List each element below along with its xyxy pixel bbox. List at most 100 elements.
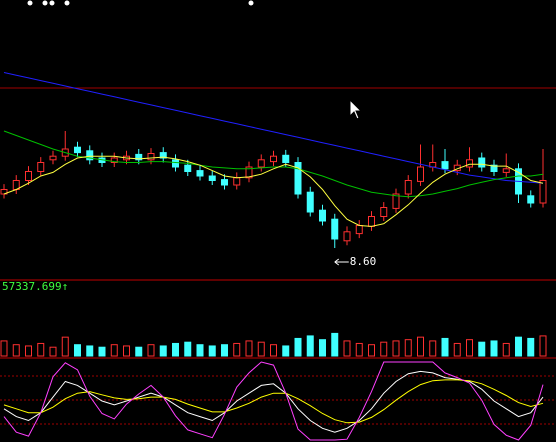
volume-bar (478, 341, 486, 357)
candle-body (135, 153, 143, 161)
volume-bar (453, 342, 461, 357)
volume-bar (380, 341, 388, 357)
candle-body (294, 162, 302, 195)
candle-body (368, 216, 375, 227)
candle-body (392, 193, 400, 209)
volume-bar (466, 339, 473, 357)
candle-body (355, 225, 363, 235)
volume-bar (502, 342, 510, 357)
candle-body (306, 191, 314, 213)
markers (27, 0, 254, 6)
candle-body (233, 177, 241, 186)
volume-bar (110, 344, 118, 357)
candle-body (527, 195, 535, 204)
star-icon (49, 0, 55, 6)
line-series (3, 72, 544, 184)
candle-body (196, 170, 204, 177)
candle-body (502, 168, 510, 173)
volume-bar (245, 340, 253, 357)
candle-body (270, 155, 277, 163)
star-icon (42, 0, 48, 6)
candle-body (37, 162, 45, 172)
volume-bar (86, 345, 94, 357)
candle-body (159, 152, 167, 159)
line-series (3, 370, 544, 433)
candle-body (282, 154, 290, 164)
star-icon (248, 0, 254, 6)
line-series (3, 361, 544, 441)
candle-body (221, 179, 228, 186)
volume-bar (539, 335, 547, 357)
volume-bar (25, 345, 32, 357)
candle-body (25, 171, 32, 181)
candle-body (539, 180, 547, 204)
candle-body (417, 166, 424, 182)
line-series (3, 155, 544, 227)
volume-bar (270, 344, 277, 357)
candle-body (245, 166, 253, 179)
volume-bar (355, 342, 363, 357)
volume-bar (0, 340, 8, 357)
volume-bar (441, 337, 449, 357)
volume-bar (159, 345, 167, 357)
candle-body (49, 155, 57, 161)
volume-bar (98, 346, 106, 357)
volume-bar (282, 345, 290, 357)
annotation-arrowhead (334, 258, 340, 266)
candle-body (147, 153, 155, 161)
volume-bar (404, 339, 412, 357)
candle-body (257, 159, 265, 168)
candle-body (490, 164, 498, 172)
volume-bar (331, 332, 339, 357)
volume-bar (306, 335, 314, 357)
candle-body (319, 209, 326, 222)
candle-body (86, 150, 94, 161)
volume-bar (233, 342, 241, 357)
star-icon (27, 0, 33, 6)
volume-bar (184, 341, 192, 357)
volume-bar (172, 342, 179, 357)
candle-body (441, 161, 449, 170)
candle-body (404, 180, 412, 195)
candle-body (208, 175, 216, 181)
volume-bar (490, 340, 498, 357)
candle-body (466, 159, 473, 168)
volume-bar (221, 344, 228, 357)
candle-body (110, 157, 118, 163)
candle-body (331, 218, 339, 240)
volume-bar (294, 337, 302, 357)
volume-bar (61, 336, 69, 357)
volume-bar (417, 336, 424, 357)
annotation-label: 8.60 (350, 255, 377, 268)
volume-bar (429, 340, 437, 357)
volume-bar (319, 339, 326, 357)
cursor (349, 98, 363, 120)
volume-bar (515, 336, 522, 357)
line-series (3, 379, 544, 424)
volume-bar (257, 341, 265, 357)
line-series (3, 130, 544, 198)
star-icon (64, 0, 70, 6)
y-tick-label: 57337.699↑ (2, 280, 68, 293)
volume-bar (12, 344, 20, 357)
volume-bar (123, 345, 130, 357)
candle-body (184, 164, 192, 172)
volume-bar (527, 337, 535, 357)
volume-bar (49, 346, 57, 357)
candle-body (478, 157, 486, 168)
volume-bar (208, 345, 216, 357)
volume-bar (74, 344, 81, 357)
volume-bar (343, 340, 351, 357)
volume-bar (135, 346, 143, 357)
volume-bar (368, 344, 375, 357)
candle-body (74, 146, 81, 154)
volume-bar (147, 344, 155, 357)
candle-body (172, 159, 179, 168)
volume-bar (392, 340, 400, 357)
candle-body (343, 231, 351, 242)
volume-bar (37, 342, 45, 357)
volume-bar (196, 344, 204, 357)
candle-body (380, 207, 388, 217)
